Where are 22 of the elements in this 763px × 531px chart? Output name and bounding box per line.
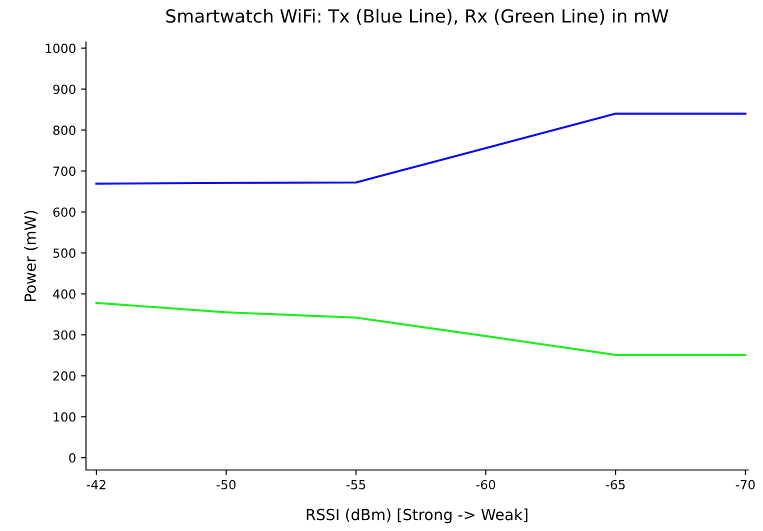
- y-tick-label: 0: [69, 453, 76, 463]
- y-tick-label: 200: [53, 371, 76, 381]
- x-tick-label: -50: [216, 480, 236, 490]
- x-tick-label: -65: [606, 480, 625, 490]
- y-tick-label: 700: [53, 166, 76, 176]
- y-tick-label: 600: [53, 207, 76, 217]
- line-series: [95, 302, 746, 356]
- y-tick-label: 300: [53, 330, 76, 340]
- x-tick-label: -42: [86, 480, 106, 490]
- x-tick-label: -55: [346, 480, 366, 490]
- y-tick-label: 100: [54, 412, 76, 422]
- y-tick-label: 400: [53, 289, 76, 299]
- y-axis-title: Power (mW): [24, 210, 38, 301]
- chart-title: Smartwatch WiFi: Tx (Blue Line), Rx (Green Line) in mW: [166, 8, 668, 25]
- x-tick-label: -60: [476, 480, 496, 490]
- x-axis-title: RSSI (dBm) [Strong -> Weak]: [306, 508, 528, 524]
- x-tick-label: -70: [736, 480, 755, 490]
- y-tick-label: 500: [53, 248, 76, 258]
- y-tick-label: 1000: [46, 44, 76, 54]
- line-series: [95, 112, 746, 185]
- y-tick-label: 900: [53, 84, 76, 94]
- y-tick-label: 800: [53, 126, 76, 135]
